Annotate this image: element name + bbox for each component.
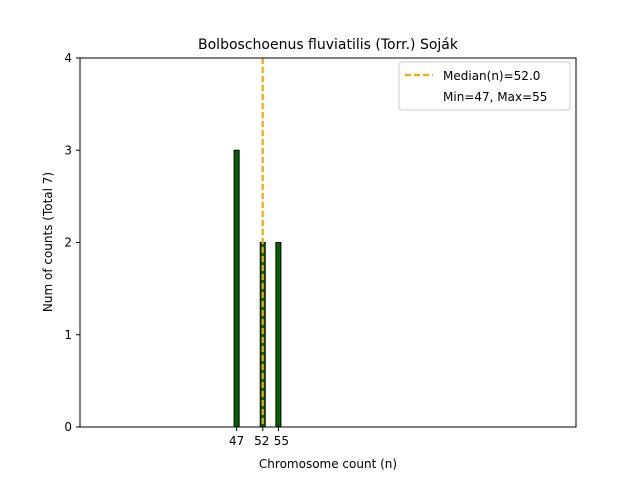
- chart-title: Bolboschoenus fluviatilis (Torr.) Soják: [198, 37, 459, 53]
- axes-frame: [79, 57, 577, 428]
- plot-area: [80, 58, 576, 427]
- x-axis-label: Chromosome count (n): [259, 457, 397, 471]
- y-tick-label-0: 0: [64, 420, 72, 434]
- x-tick-label-52: 52: [254, 434, 269, 448]
- legend-box: [398, 61, 571, 111]
- y-tick-label-3: 3: [64, 143, 72, 157]
- y-axis-ticks: 0 1 2 3 4: [64, 51, 80, 434]
- legend-entry-min-max: Min=47, Max=55: [443, 90, 547, 104]
- x-tick-label-47: 47: [229, 434, 244, 448]
- y-tick-label-4: 4: [64, 51, 72, 65]
- x-tick-label-55: 55: [274, 434, 289, 448]
- y-axis-label: Num of counts (Total 7): [41, 172, 55, 312]
- legend: Median(n)=52.0 Min=47, Max=55: [398, 61, 571, 111]
- bar-55: [275, 242, 282, 428]
- x-axis-ticks: 47 52 55: [229, 427, 289, 448]
- y-tick-label-1: 1: [64, 328, 72, 342]
- bar-47: [233, 149, 240, 428]
- y-tick-label-2: 2: [64, 236, 72, 250]
- legend-entry-median: Median(n)=52.0: [443, 69, 540, 83]
